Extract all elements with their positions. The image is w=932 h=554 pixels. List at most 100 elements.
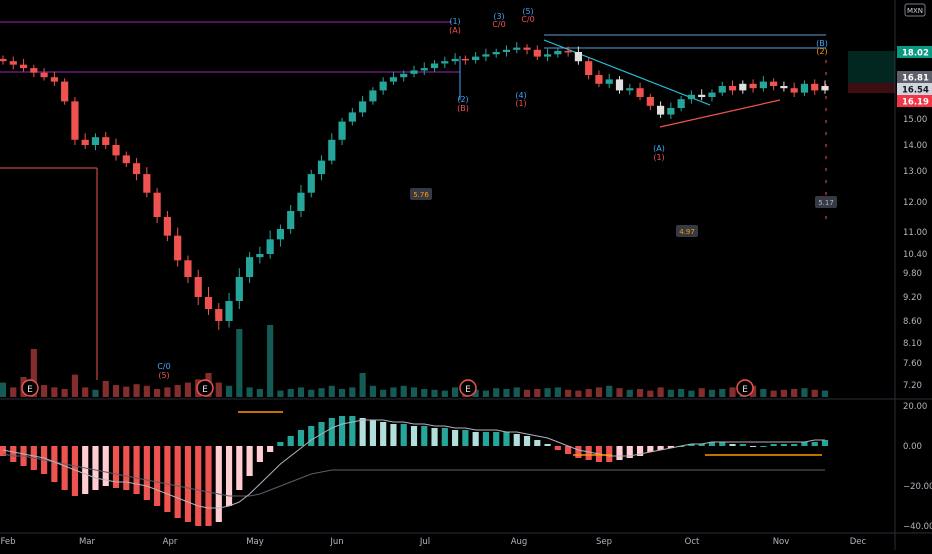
candle-body: [759, 81, 767, 89]
macd-histogram-bar: [452, 430, 459, 446]
trendline-upper: [543, 39, 711, 106]
volume-bar: [616, 388, 623, 397]
macd-histogram-bar: [472, 432, 479, 446]
macd-histogram-bar: [338, 416, 346, 446]
volume-bar: [780, 389, 787, 397]
macd-histogram-bar: [267, 446, 274, 452]
candle-body: [184, 260, 192, 277]
macd-histogram-bar: [308, 426, 315, 446]
earnings-event-icon: [21, 379, 39, 397]
volume-bar: [277, 390, 284, 397]
volume-bar: [380, 389, 387, 397]
candle-body: [410, 70, 418, 74]
volume-bar: [791, 389, 798, 397]
macd-histogram-bar: [749, 446, 757, 447]
macd-histogram-bar: [154, 446, 161, 506]
volume-bar: [565, 389, 572, 397]
candle-body: [533, 49, 541, 57]
volume-bar: [657, 387, 664, 397]
volume-bar: [493, 388, 500, 397]
currency-badge: [904, 3, 926, 17]
macd-histogram-bar: [688, 444, 695, 446]
macd-histogram-bar: [51, 446, 58, 482]
macd-histogram-bar: [143, 446, 150, 500]
wave-label: C/0: [492, 20, 505, 29]
volume-bar: [102, 381, 109, 397]
macd-histogram-bar: [729, 444, 736, 446]
candle-body: [677, 99, 685, 108]
macd-histogram-bar: [493, 432, 500, 446]
macd-tick-label: −40.00: [903, 522, 932, 532]
candle-body: [626, 88, 634, 91]
price-label-value: 18.02: [902, 49, 929, 59]
macd-histogram-bar: [133, 446, 140, 494]
candle-body: [40, 72, 48, 78]
candle-body: [122, 155, 130, 164]
candle-body: [615, 79, 624, 91]
macd-histogram-bar: [657, 446, 664, 450]
candle-body: [400, 73, 408, 78]
volume-bar: [10, 387, 17, 397]
candle-body: [50, 77, 58, 82]
earnings-event-label: E: [465, 385, 471, 395]
candle-body: [646, 97, 654, 106]
volume-bar: [225, 385, 233, 397]
wave-label: (2): [457, 95, 468, 104]
candle-body: [749, 83, 757, 89]
price-label-value: 16.54: [902, 86, 929, 96]
volume-bar: [821, 390, 829, 397]
macd-tick-label: −20.00: [903, 482, 932, 492]
volume-bar: [41, 385, 48, 397]
candle-body: [348, 112, 356, 122]
volume-bar: [236, 329, 243, 397]
volume-bar: [400, 385, 407, 397]
macd-histogram-bar: [82, 446, 89, 494]
macd-histogram-bar: [780, 444, 787, 446]
macd-histogram-bar: [61, 446, 68, 490]
candle-body: [225, 301, 233, 321]
volume-bar: [503, 389, 510, 397]
wave-label: (1): [515, 99, 526, 108]
candle-body: [492, 52, 500, 55]
macd-histogram-bar: [400, 424, 407, 446]
wave-label: (2): [816, 47, 827, 56]
candle-body: [317, 160, 326, 175]
volume-bar: [215, 382, 222, 397]
macd-histogram-bar: [390, 424, 397, 446]
x-tick-label: Apr: [163, 537, 178, 547]
macd-histogram-bar: [678, 446, 685, 447]
volume-bar: [708, 389, 716, 397]
candle-body: [739, 83, 747, 91]
candle-body: [523, 47, 531, 50]
candle-body: [821, 86, 829, 91]
candle-body: [574, 52, 582, 62]
volume-bar: [51, 387, 58, 397]
price-tick-label: 9.80: [903, 269, 922, 279]
price-tick-label: 11.00: [903, 228, 927, 238]
volume-bar: [698, 388, 705, 397]
macd-histogram-bar: [380, 422, 387, 446]
volume-bar: [112, 385, 120, 397]
candle-body: [800, 83, 809, 93]
macd-histogram-bar: [123, 446, 130, 490]
macd-histogram-bar: [575, 446, 582, 458]
candle-body: [215, 309, 223, 321]
wave-label: (B): [457, 104, 469, 113]
price-label-box: [897, 71, 932, 83]
macd-histogram-bar: [616, 446, 623, 460]
x-tick-label: Feb: [0, 537, 15, 547]
volume-bar: [30, 349, 37, 397]
volume-bar: [410, 387, 418, 397]
price-label-value: 16.19: [902, 98, 929, 108]
candle-body: [174, 235, 182, 261]
candle-body: [112, 145, 120, 156]
volume-bar: [287, 389, 294, 397]
candle-body: [307, 174, 315, 193]
macd-histogram-bar: [71, 446, 79, 496]
macd-histogram-bar: [462, 430, 469, 446]
macd-histogram-bar: [585, 446, 592, 460]
volume-bar: [164, 387, 171, 397]
macd-histogram-bar: [215, 446, 222, 522]
